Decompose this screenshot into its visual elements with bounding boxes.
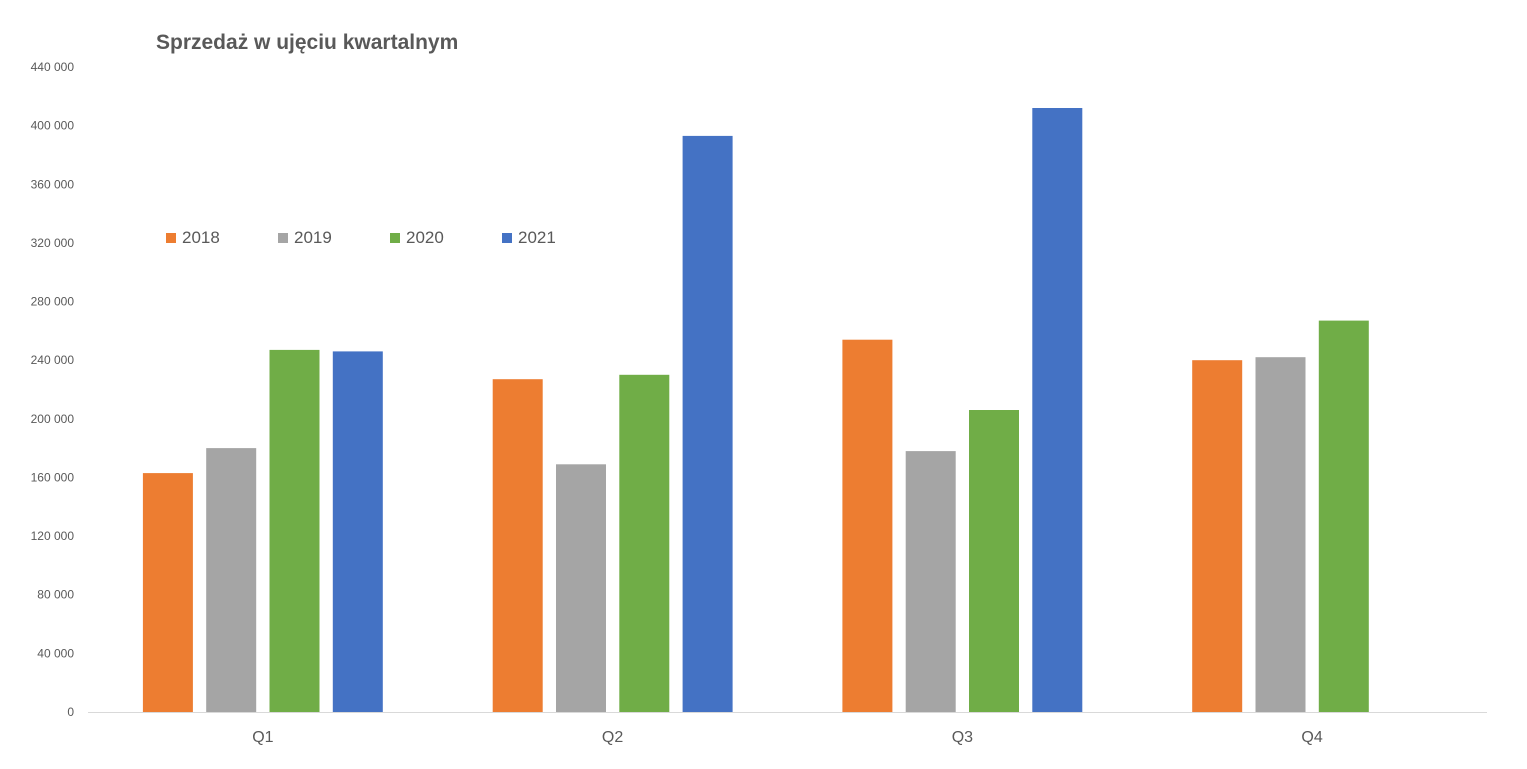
bar-2018-Q4: [1192, 360, 1243, 712]
legend-swatch: [390, 233, 400, 243]
x-axis: Q1 Q2 Q3 Q4: [252, 729, 1323, 746]
legend-swatch: [278, 233, 288, 243]
legend-label: 2019: [294, 228, 332, 247]
y-tick-label: 360 000: [31, 177, 75, 191]
y-tick-label: 0: [67, 705, 74, 719]
legend-item-2019: 2019: [278, 227, 332, 249]
y-tick-label: 240 000: [31, 353, 75, 367]
y-axis: 0 40 000 80 000 120 000 160 000 200 000 240 00…: [31, 60, 75, 719]
legend-swatch: [166, 233, 176, 243]
y-tick-label: 200 000: [31, 412, 75, 426]
bar-2019-Q1: [206, 448, 257, 712]
legend-swatch: [502, 233, 512, 243]
bar-2021-Q1: [332, 351, 383, 712]
y-tick-label: 40 000: [37, 646, 74, 660]
bar-2018-Q2: [492, 379, 543, 712]
legend-label: 2018: [182, 228, 220, 247]
bar-2020-Q4: [1318, 320, 1369, 712]
bar-2019-Q3: [905, 451, 956, 712]
bar-2020-Q1: [269, 349, 320, 712]
bar-2021-Q3: [1032, 108, 1083, 712]
y-tick-label: 160 000: [31, 470, 75, 484]
y-tick-label: 440 000: [31, 60, 75, 74]
bar-2019-Q2: [556, 464, 606, 712]
y-tick-label: 280 000: [31, 295, 75, 309]
bar-2020-Q2: [619, 374, 670, 712]
legend-label: 2021: [518, 228, 556, 247]
legend-item-2021: 2021: [502, 227, 556, 249]
bar-2020-Q3: [969, 410, 1019, 712]
y-tick-label: 80 000: [37, 588, 74, 602]
bar-2019-Q4: [1255, 357, 1306, 712]
bar-2018-Q1: [142, 473, 193, 712]
bar-2018-Q3: [842, 339, 893, 712]
x-tick-label: Q4: [1301, 729, 1322, 746]
y-tick-label: 320 000: [31, 236, 75, 250]
y-tick-label: 120 000: [31, 529, 75, 543]
y-tick-label: 400 000: [31, 119, 75, 133]
legend-item-2020: 2020: [390, 227, 444, 249]
bars: [142, 108, 1369, 712]
x-tick-label: Q2: [602, 729, 623, 746]
legend-item-2018: 2018: [166, 227, 220, 249]
chart-title: Sprzedaż w ujęciu kwartalnym: [156, 31, 459, 54]
x-tick-label: Q1: [252, 729, 273, 746]
bar-2021-Q2: [682, 135, 733, 712]
legend-label: 2020: [406, 228, 444, 247]
x-tick-label: Q3: [952, 729, 973, 746]
